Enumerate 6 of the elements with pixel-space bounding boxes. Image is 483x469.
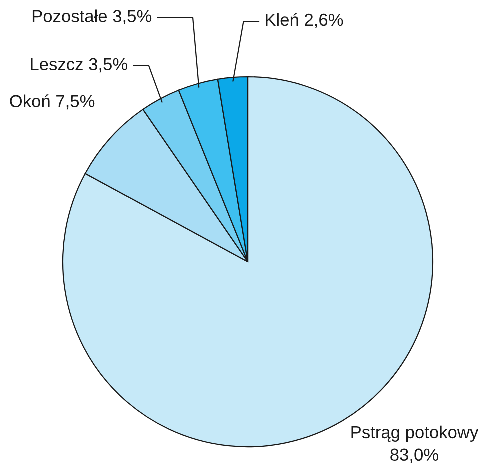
slice-label: Kleń 2,6% <box>266 13 344 28</box>
slice-label: Okoń 7,5% <box>10 94 95 110</box>
slice-label: Leszcz 3,5% <box>31 58 128 73</box>
slice-label: Pozostałe 3,5% <box>32 10 152 25</box>
slice-label: Pstrąg potokowy <box>352 426 479 442</box>
data-label: 83,0% <box>390 448 438 464</box>
